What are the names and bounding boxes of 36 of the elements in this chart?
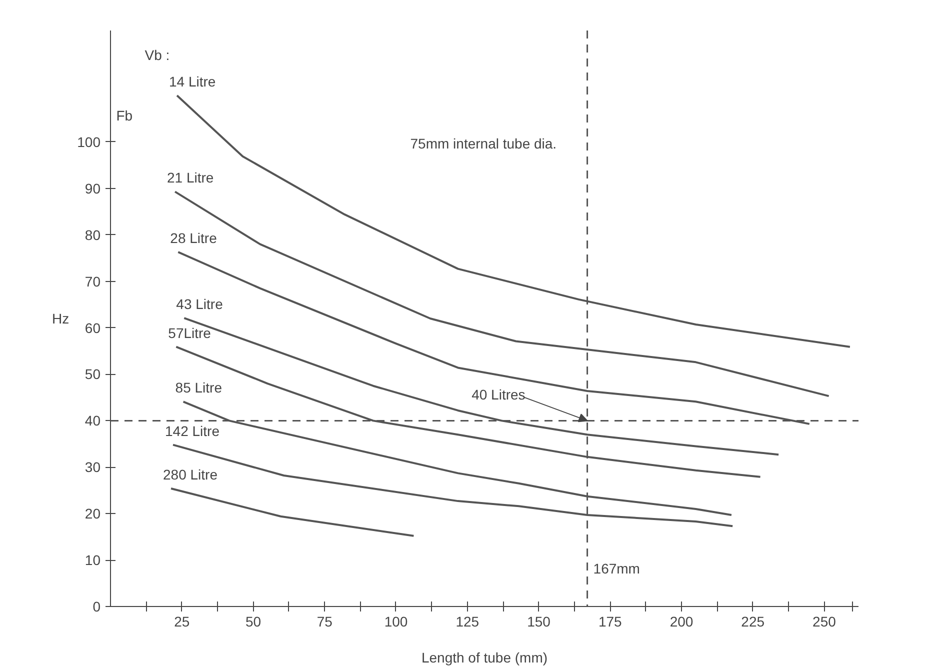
x-tick-label: 225 bbox=[741, 614, 765, 630]
x-tick-label: 25 bbox=[174, 614, 190, 630]
x-tick-label: 100 bbox=[384, 614, 408, 630]
y-tick-label: 90 bbox=[84, 180, 101, 196]
series-label: 85 Litre bbox=[175, 380, 222, 396]
series-label: 21 Litre bbox=[167, 170, 214, 186]
y-tick-label: 70 bbox=[84, 273, 101, 290]
annotation: Fb bbox=[116, 107, 133, 124]
y-tick-label: 80 bbox=[84, 226, 101, 243]
y-tick-label: 20 bbox=[84, 506, 101, 522]
y-tick-label: 40 bbox=[84, 412, 101, 429]
series-label: 28 Litre bbox=[170, 230, 218, 246]
x-tick-label: 150 bbox=[527, 614, 551, 630]
y-tick-label: 60 bbox=[84, 320, 101, 336]
x-tick-label: 200 bbox=[670, 614, 694, 630]
series-label: 280 Litre bbox=[163, 466, 218, 483]
x-tick-label: 250 bbox=[812, 614, 836, 630]
x-tick-label: 175 bbox=[598, 614, 622, 630]
annotation: 40 Litres bbox=[472, 386, 526, 403]
y-tick-label: 100 bbox=[77, 134, 101, 150]
y-tick-label: 0 bbox=[92, 598, 101, 614]
series-label: 142 Litre bbox=[165, 422, 220, 439]
series-label: 14 Litre bbox=[169, 74, 216, 90]
series-label: 57Litre bbox=[168, 324, 212, 341]
series-label: 43 Litre bbox=[176, 296, 224, 312]
annotation: 167mm bbox=[593, 560, 640, 576]
x-tick-label: 125 bbox=[456, 614, 480, 630]
annotation: Vb : bbox=[144, 47, 170, 64]
x-tick-label: 50 bbox=[245, 614, 262, 630]
y-tick-label: 30 bbox=[84, 459, 101, 476]
x-tick-label: 75 bbox=[316, 614, 333, 630]
y-tick-label: 50 bbox=[84, 366, 101, 382]
x-axis-title: Length of tube (mm) bbox=[421, 650, 548, 666]
annotation: 75mm internal tube dia. bbox=[410, 135, 557, 152]
y-tick-label: 10 bbox=[84, 552, 101, 568]
y-axis-title: Hz bbox=[52, 310, 70, 326]
